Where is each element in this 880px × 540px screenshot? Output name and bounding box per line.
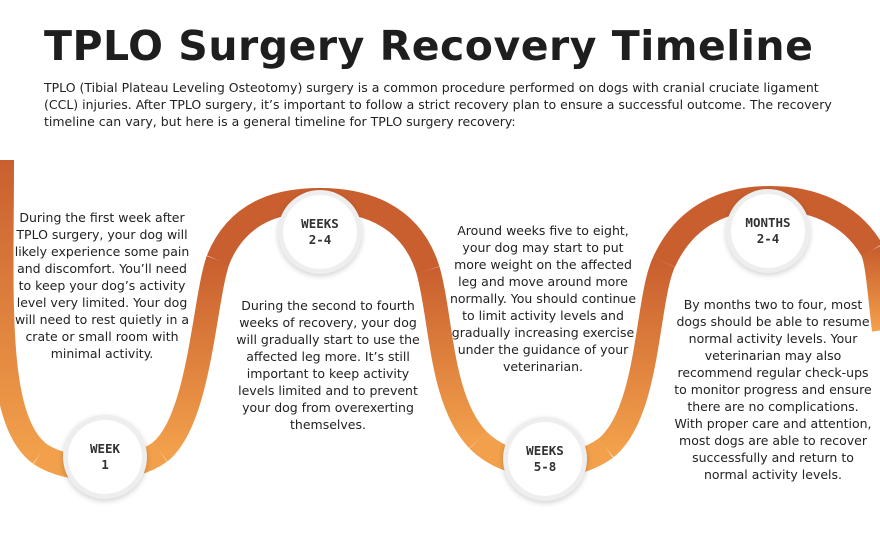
wave-segment-fall-1 bbox=[416, 266, 488, 449]
wave-segment-rise-2 bbox=[597, 256, 676, 458]
badge-range: 2-4 bbox=[308, 232, 332, 247]
wave-segment-right bbox=[860, 246, 880, 332]
stage-weeks-2-4-text: During the second to fourth weeks of rec… bbox=[236, 298, 420, 432]
stage-week-1-badge: WEEK 1 bbox=[68, 420, 142, 494]
stage-months-2-4-text: By months two to four, most dogs should … bbox=[674, 297, 872, 482]
stage-months-2-4-badge: MONTHS 2-4 bbox=[731, 194, 805, 268]
badge-label: WEEK bbox=[89, 441, 121, 456]
badge-range: 2-4 bbox=[756, 231, 780, 246]
wave-segment-left bbox=[0, 159, 48, 464]
badge-range: 5-8 bbox=[533, 459, 557, 474]
stage-weeks-2-4-badge: WEEKS 2-4 bbox=[283, 195, 357, 269]
intro-paragraph: TPLO (Tibial Plateau Leveling Osteotomy)… bbox=[44, 80, 832, 129]
stage-week-1-text: During the first week after TPLO surgery… bbox=[14, 210, 190, 361]
stage-weeks-5-8-text: Around weeks five to eight, your dog may… bbox=[449, 223, 637, 374]
badge-label: WEEKS bbox=[526, 443, 564, 458]
wave-segment-rise-1 bbox=[151, 256, 230, 462]
stage-weeks-5-8-badge: WEEKS 5-8 bbox=[508, 422, 582, 496]
page-title: TPLO Surgery Recovery Timeline bbox=[44, 22, 814, 70]
badge-label: WEEKS bbox=[301, 216, 339, 231]
badge-label: MONTHS bbox=[745, 215, 791, 230]
badge-range: 1 bbox=[101, 457, 109, 472]
